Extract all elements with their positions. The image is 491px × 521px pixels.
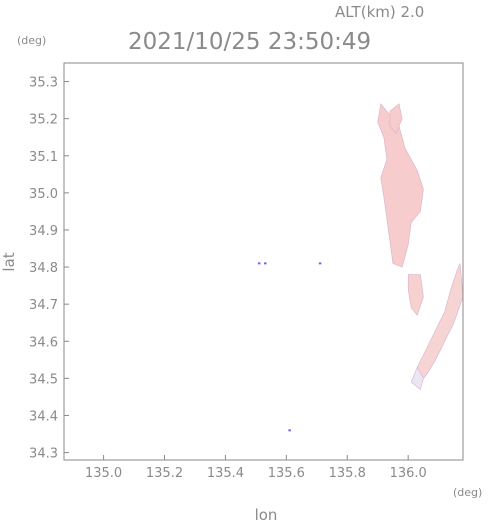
altitude-label: ALT(km) 2.0: [335, 3, 424, 21]
y-axis-label: lat: [0, 252, 18, 271]
y-tick-label: 34.9: [29, 224, 58, 239]
heatmap-region-south-tail: [410, 366, 424, 391]
heatmap-region-north-blob: [389, 103, 403, 135]
y-tick-label: 34.3: [29, 447, 58, 462]
y-tick-label: 34.6: [29, 335, 58, 350]
y-unit-label: (deg): [17, 34, 46, 47]
heatmap-speck: [318, 262, 322, 265]
x-axis-label: lon: [255, 506, 278, 521]
y-tick-label: 34.8: [29, 261, 58, 276]
heatmap-specks: [257, 262, 322, 432]
heatmap-speck: [264, 262, 267, 265]
x-tick-label: 135.0: [85, 466, 122, 481]
heatmap-region-north-arm: [377, 103, 424, 268]
y-tick-label: 34.7: [29, 298, 58, 313]
heatmap-region-south-strip: [416, 263, 464, 383]
y-tick-label: 35.0: [29, 187, 58, 202]
x-tick-label: 135.2: [146, 466, 183, 481]
x-tick-label: 135.4: [207, 466, 244, 481]
heatmap-region-mid-patch: [407, 274, 424, 316]
y-tick-label: 35.3: [29, 76, 58, 91]
plot-frame: [63, 62, 464, 461]
x-tick-label: 135.8: [329, 466, 366, 481]
timestamp-title: 2021/10/25 23:50:49: [128, 29, 371, 55]
y-tick-label: 34.4: [29, 409, 58, 424]
y-tick-label: 35.1: [29, 150, 58, 165]
x-ticks: 135.0 135.2 135.4 135.6 135.8 136.0: [85, 455, 427, 481]
x-tick-label: 135.6: [268, 466, 305, 481]
y-ticks: 34.3 34.4 34.5 34.6 34.7 34.8 34.9 35.0 35.1 35.2…: [29, 76, 69, 462]
x-unit-label: (deg): [453, 486, 482, 499]
x-tick-label: 136.0: [390, 466, 427, 481]
y-tick-label: 35.2: [29, 113, 58, 128]
y-tick-label: 34.5: [29, 372, 58, 387]
heatmap-speck: [257, 262, 261, 265]
heatmap-regions: [377, 103, 464, 391]
heatmap-speck: [288, 429, 291, 432]
